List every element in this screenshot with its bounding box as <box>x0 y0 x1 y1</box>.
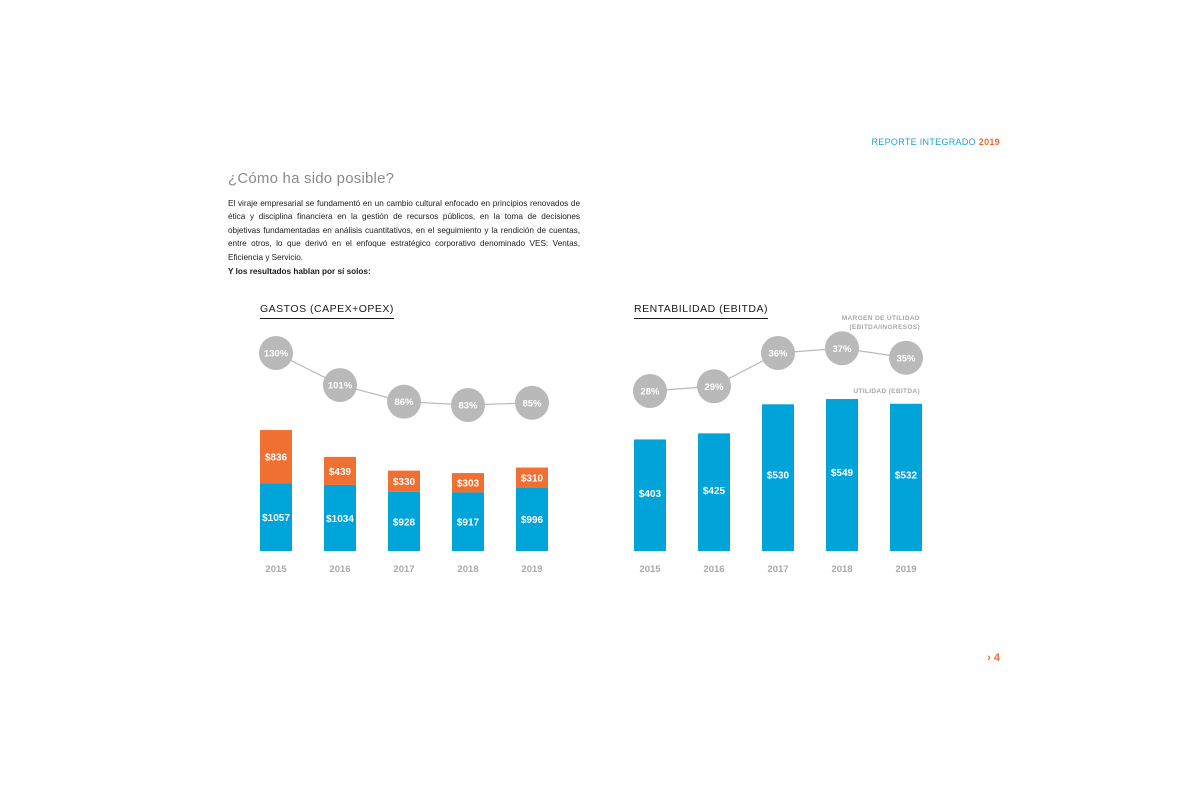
bar-label-gastos-top-2016: $439 <box>329 467 352 478</box>
legend-ebitda-label: UTILIDAD (EBITDA) <box>853 388 920 395</box>
marker-ebitda-margin-2016 <box>697 369 731 404</box>
bar-gastos-base-2016 <box>324 484 356 551</box>
x-tick-gastos-2019: 2019 <box>521 564 542 575</box>
bar-ebitda-2015 <box>634 439 666 551</box>
x-tick-ebitda-2019: 2019 <box>895 564 916 575</box>
intro-paragraph: El viraje empresarial se fundamentó en u… <box>228 199 580 262</box>
marker-gastos-ratio-2015 <box>259 336 293 370</box>
bar-label-gastos-top-2017: $330 <box>393 477 416 488</box>
x-tick-ebitda-2015: 2015 <box>639 564 661 575</box>
bar-label-gastos-top-2015: $836 <box>265 453 288 464</box>
x-tick-gastos-2016: 2016 <box>329 564 350 575</box>
report-header: REPORTE INTEGRADO 2019 <box>872 137 1001 147</box>
x-tick-ebitda-2017: 2017 <box>767 564 788 575</box>
marker-gastos-ratio-2018 <box>451 388 485 422</box>
marker-ebitda-margin-2018 <box>825 331 859 366</box>
chart-title-rentabilidad: RENTABILIDAD (EBITDA) <box>634 303 768 319</box>
chart-title-gastos: GASTOS (CAPEX+OPEX) <box>260 303 394 319</box>
marker-ebitda-margin-2019 <box>889 340 923 375</box>
marker-gastos-ratio-2016 <box>323 368 357 403</box>
marker-label-gastos-ratio-2018: 83% <box>458 401 478 412</box>
marker-label-gastos-ratio-2019: 85% <box>522 398 542 409</box>
marker-gastos-ratio-2019 <box>515 385 549 420</box>
bar-label-gastos-base-2015: $1057 <box>262 513 290 524</box>
bar-label-gastos-top-2019: $310 <box>521 473 544 484</box>
marker-label-gastos-ratio-2017: 86% <box>394 397 414 408</box>
bar-ebitda-2019 <box>890 403 922 551</box>
bar-label-ebitda-2019: $532 <box>895 470 918 481</box>
marker-gastos-ratio-2017 <box>387 384 421 419</box>
x-tick-gastos-2018: 2018 <box>457 564 478 575</box>
marker-label-ebitda-margin-2017: 36% <box>768 349 788 360</box>
bar-label-gastos-base-2016: $1034 <box>326 514 354 525</box>
report-header-label: REPORTE INTEGRADO <box>871 137 976 147</box>
bar-gastos-base-2019 <box>516 487 548 551</box>
bar-label-gastos-base-2017: $928 <box>393 517 416 528</box>
marker-label-ebitda-margin-2019: 35% <box>896 353 916 364</box>
bar-label-ebitda-2015: $403 <box>639 489 662 500</box>
bar-ebitda-2016 <box>698 433 730 551</box>
report-header-year: 2019 <box>978 137 1000 147</box>
bar-gastos-base-2018 <box>452 492 484 551</box>
marker-label-ebitda-margin-2018: 37% <box>832 344 852 355</box>
x-tick-gastos-2017: 2017 <box>393 564 414 575</box>
bar-gastos-top-2016 <box>324 456 356 485</box>
bar-ebitda-2017 <box>762 404 794 551</box>
x-tick-ebitda-2016: 2016 <box>703 564 724 575</box>
bar-gastos-top-2015 <box>260 430 292 484</box>
marker-ebitda-margin-2015 <box>633 374 667 408</box>
marker-label-ebitda-margin-2016: 29% <box>704 382 724 393</box>
marker-ebitda-margin-2017 <box>761 336 795 370</box>
bar-label-gastos-top-2018: $303 <box>457 479 480 490</box>
x-tick-gastos-2015: 2015 <box>265 564 287 575</box>
marker-label-ebitda-margin-2015: 28% <box>640 387 660 398</box>
section-heading: ¿Cómo ha sido posible? <box>228 170 395 187</box>
bar-gastos-top-2019 <box>516 467 548 488</box>
marker-label-gastos-ratio-2015: 130% <box>264 349 289 360</box>
bar-gastos-top-2018 <box>452 473 484 493</box>
bar-gastos-base-2017 <box>388 491 420 551</box>
bar-label-ebitda-2016: $425 <box>703 486 726 497</box>
bar-gastos-top-2017 <box>388 470 420 492</box>
bar-gastos-base-2015 <box>260 483 292 551</box>
page-number: › 4 <box>987 652 1000 664</box>
bar-label-ebitda-2017: $530 <box>767 471 790 482</box>
bar-label-ebitda-2018: $549 <box>831 468 854 479</box>
bar-ebitda-2018 <box>826 399 858 551</box>
bar-label-gastos-base-2018: $917 <box>457 518 480 529</box>
marker-label-gastos-ratio-2016: 101% <box>328 381 353 392</box>
legend-margin-label: MARGEN DE UTILIDAD (EBITDA/INGRESOS) <box>841 315 920 331</box>
lead-sentence: Y los resultados hablan por sí solos: <box>228 267 371 276</box>
x-tick-ebitda-2018: 2018 <box>831 564 852 575</box>
bar-label-gastos-base-2019: $996 <box>521 515 544 526</box>
